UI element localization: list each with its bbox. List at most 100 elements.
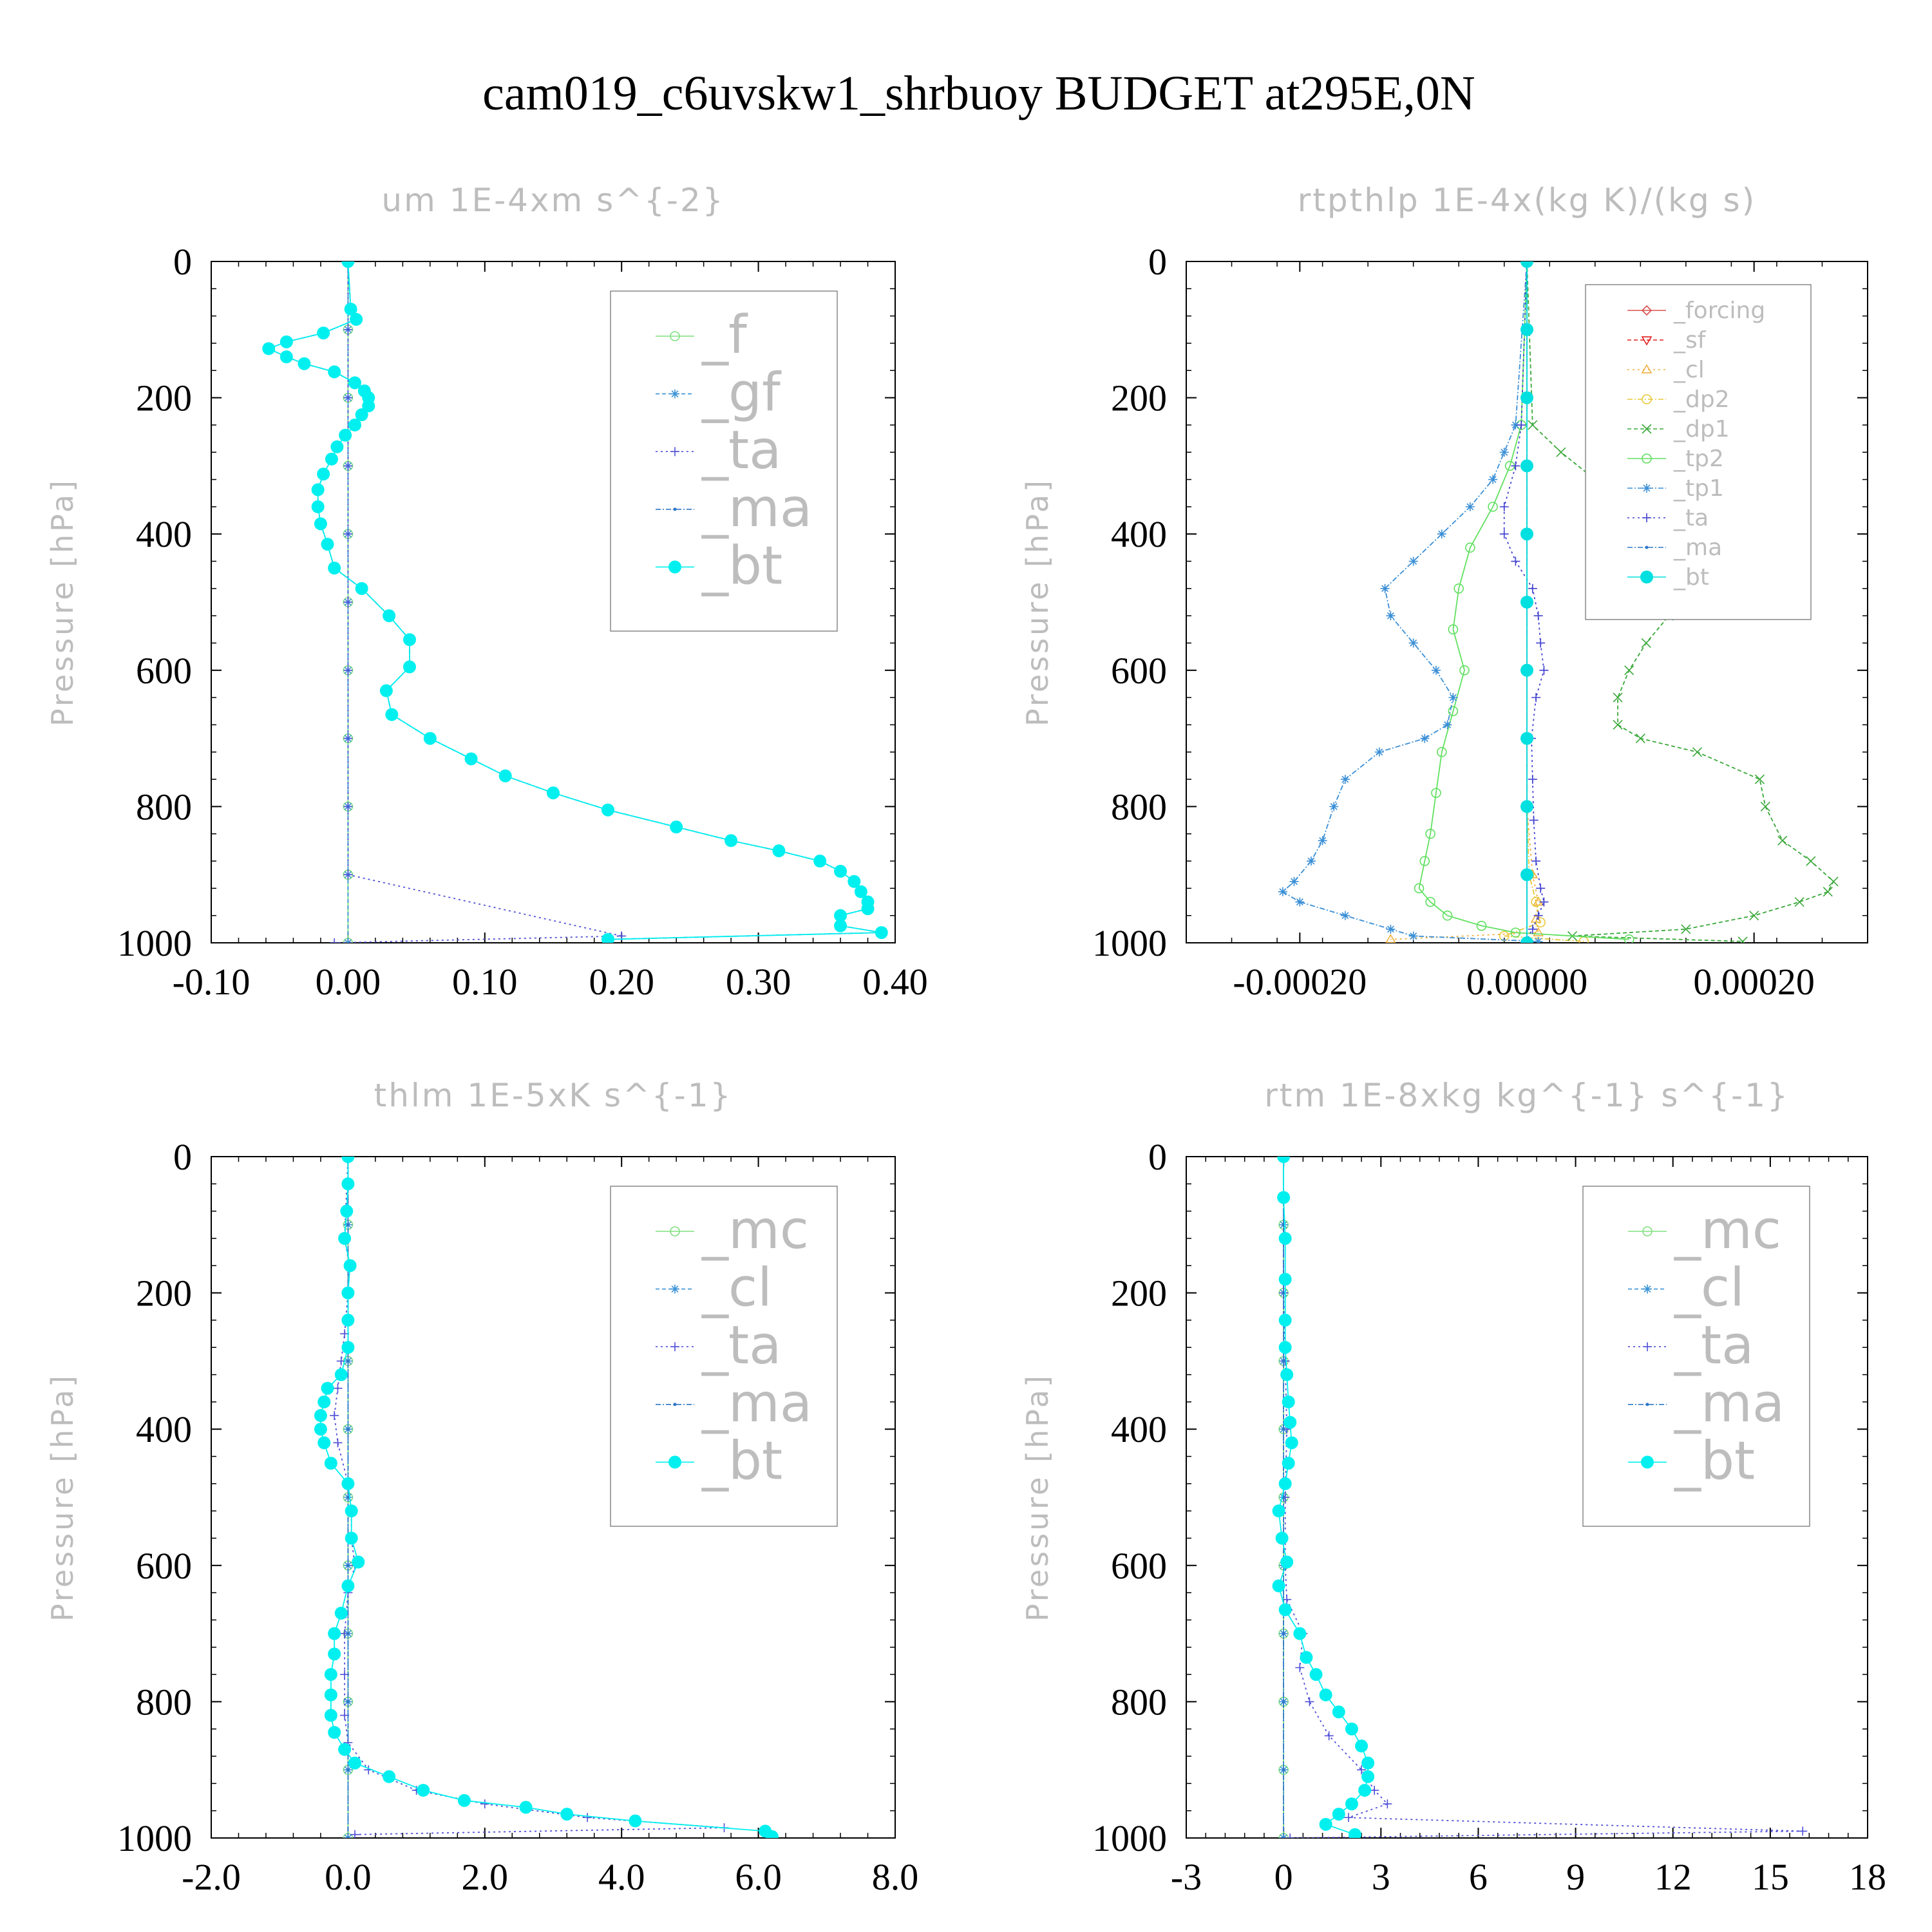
data-point: [1437, 529, 1446, 539]
y-tick-label: 800: [136, 786, 192, 828]
data-point: [1828, 876, 1839, 887]
data-point: [350, 1830, 360, 1838]
data-point: [298, 357, 311, 370]
data-point: [355, 408, 368, 422]
data-point: [343, 529, 353, 539]
y-tick-label: 1000: [1092, 922, 1167, 964]
data-point: [1760, 801, 1770, 811]
data-point: [601, 933, 614, 943]
legend-marker: [1643, 1284, 1652, 1294]
data-point: [1499, 448, 1509, 457]
plot-frame: [211, 1156, 896, 1839]
legend-marker: [670, 447, 679, 457]
chart-panel-3: thlm 1E-5xK s^{-1} Pressure [hPa] -2.0 0.0 2…: [45, 1077, 918, 1898]
series-line: [1418, 261, 1629, 940]
data-point: [314, 1423, 327, 1436]
data-point: [333, 1383, 343, 1393]
data-point: [1448, 693, 1458, 703]
legend-box: [1585, 284, 1812, 620]
series-group: [1272, 1157, 1808, 1838]
data-point: [1436, 746, 1447, 757]
data-point: [344, 303, 357, 316]
data-point: [1345, 1722, 1358, 1736]
data-point: [341, 1286, 355, 1300]
data-point: [328, 365, 341, 379]
data-point: [324, 1688, 337, 1701]
y-tick-label: 200: [1111, 377, 1167, 419]
data-point: [1531, 693, 1541, 703]
legend-marker: [1642, 484, 1651, 493]
data-point: [341, 261, 355, 268]
legend-box: [610, 290, 838, 632]
data-point: [1806, 856, 1816, 866]
data-point: [348, 376, 362, 390]
data-point: [1343, 1813, 1353, 1823]
data-point: [311, 500, 325, 513]
data-point: [1374, 747, 1384, 757]
data-point: [1340, 775, 1350, 784]
data-point: [1289, 876, 1299, 886]
y-tick-label: 200: [136, 377, 192, 419]
data-point: [834, 909, 848, 922]
legend-box: [610, 1186, 838, 1527]
legend-box: [1582, 1186, 1810, 1527]
data-point: [1459, 665, 1470, 676]
data-point: [324, 1709, 337, 1722]
data-point: [345, 1531, 358, 1545]
data-point: [328, 1647, 341, 1661]
data-point: [328, 1627, 341, 1640]
data-point: [1692, 747, 1703, 757]
data-point: [1357, 1765, 1367, 1775]
y-tick-label: 1000: [117, 922, 192, 964]
data-point: [1465, 542, 1475, 553]
data-point: [311, 483, 325, 497]
data-point: [1272, 1579, 1285, 1593]
data-point: [1488, 475, 1498, 484]
legend-marker: [668, 1455, 681, 1469]
data-point: [1443, 720, 1452, 730]
series-group: [262, 261, 888, 943]
data-point: [848, 875, 861, 888]
data-point: [765, 1830, 779, 1838]
data-point: [1613, 719, 1623, 730]
series-line: [1503, 261, 1545, 940]
data-point: [1361, 1770, 1375, 1783]
data-point: [338, 1743, 352, 1756]
y-tick-label: 0: [1148, 1136, 1167, 1178]
data-point: [1798, 1826, 1808, 1836]
data-point: [1738, 936, 1748, 943]
data-point: [328, 1726, 341, 1739]
y-tick-label: 600: [1111, 650, 1167, 692]
data-point: [1556, 447, 1566, 457]
x-tick-label: -2.0: [182, 1856, 241, 1898]
data-point: [383, 1770, 396, 1783]
data-point: [1517, 420, 1526, 430]
series-line: [334, 1157, 724, 1835]
data-point: [1511, 556, 1520, 566]
data-point: [1531, 857, 1541, 866]
data-point: [350, 312, 363, 326]
data-point: [1448, 706, 1459, 717]
data-point: [346, 1564, 350, 1567]
data-point: [1420, 734, 1430, 743]
legend-marker: [673, 507, 677, 511]
legend-label: _mc: [701, 1200, 809, 1261]
data-point: [1300, 1651, 1313, 1664]
data-point: [343, 325, 353, 334]
legend-marker: [1641, 336, 1653, 346]
legend-label: _ma: [1674, 1373, 1785, 1434]
chart-title: rtm 1E-8xkg kg^{-1} s^{-1}: [1264, 1077, 1790, 1114]
legend-marker: [1640, 571, 1653, 583]
data-point: [385, 708, 399, 721]
y-tick-label: 0: [173, 1136, 192, 1178]
data-point: [1529, 815, 1539, 825]
x-tick-label: 0.00020: [1693, 961, 1815, 1003]
x-tick-label: 0.30: [726, 961, 791, 1003]
data-point: [834, 919, 848, 933]
data-point: [601, 803, 614, 817]
data-point: [1319, 1817, 1332, 1831]
data-point: [875, 926, 888, 940]
data-point: [1280, 1368, 1294, 1381]
y-axis-label: Pressure [hPa]: [45, 478, 80, 726]
legend-marker: [668, 560, 681, 574]
